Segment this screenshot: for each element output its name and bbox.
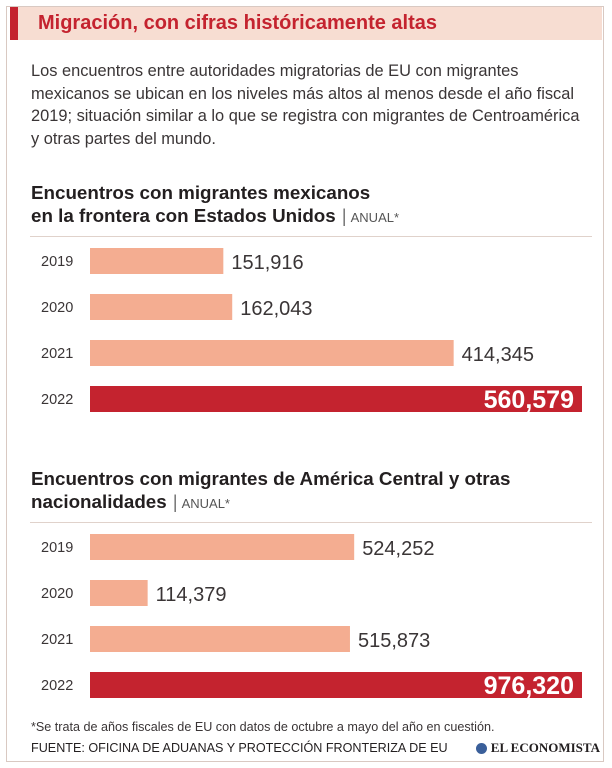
chart2-heading-line2: nacionalidades <box>31 491 167 512</box>
chart1-value-label-2019: 151,916 <box>231 252 303 274</box>
chart2-bar-chart: 2019 524,252 2020 114,379 2021 515,873 2022 976… <box>41 534 582 700</box>
chart2-year-label-2019: 2019 <box>41 540 73 556</box>
intro-paragraph: Los encuentros entre autoridades migrato… <box>31 62 580 148</box>
chart1-bar-2021 <box>90 340 454 366</box>
chart1-bar-2020 <box>90 294 233 320</box>
chart2-value-label-2021: 515,873 <box>358 630 430 652</box>
footnote: *Se trata de años fiscales de EU con dat… <box>31 720 495 734</box>
infographic-frame <box>6 6 604 762</box>
brand-logo: EL ECONOMISTA <box>475 740 600 756</box>
chart1-heading-line2: en la frontera con Estados Unidos <box>31 205 336 226</box>
brand-mark-icon <box>475 742 487 754</box>
chart1-bar-2019 <box>90 248 224 274</box>
chart2-bar-2022 <box>90 672 582 698</box>
chart1-year-label-2021: 2021 <box>41 346 73 362</box>
chart2-value-label-2019: 524,252 <box>362 538 434 560</box>
chart2-value-label-2020: 114,379 <box>156 584 227 606</box>
chart1-year-label-2022: 2022 <box>41 392 73 408</box>
chart2-year-label-2021: 2021 <box>41 632 73 648</box>
title-banner: Migración, con cifras históricamente alt… <box>10 7 602 40</box>
main-title: Migración, con cifras históricamente alt… <box>38 12 438 34</box>
chart1-heading: Encuentros con migrantes mexicanos en la… <box>31 181 591 229</box>
chart1-bar-chart: 2019 151,916 2020 162,043 2021 414,345 2022 560… <box>41 248 582 414</box>
chart2-bar-2021 <box>90 626 350 652</box>
chart1-value-label-2022: 560,579 <box>484 386 574 414</box>
chart2-year-label-2022: 2022 <box>41 678 73 694</box>
chart1-year-label-2020: 2020 <box>41 300 73 316</box>
chart2-heading-line1: Encuentros con migrantes de América Cent… <box>31 468 511 489</box>
brand-name: EL ECONOMISTA <box>490 740 600 755</box>
chart2-bar-2019 <box>90 534 355 560</box>
chart1-value-label-2021: 414,345 <box>462 344 534 366</box>
chart2-divider <box>30 522 592 523</box>
chart1-year-label-2019: 2019 <box>41 254 73 270</box>
chart2-year-label-2020: 2020 <box>41 586 73 602</box>
chart1-heading-line1: Encuentros con migrantes mexicanos <box>31 182 371 203</box>
source-note: FUENTE: OFICINA DE ADUANAS Y PROTECCIÓN … <box>31 741 448 755</box>
chart2-heading-line2-row: nacionalidades | ANUAL* <box>31 490 591 515</box>
chart2-value-label-2022: 976,320 <box>484 672 574 700</box>
chart1-divider <box>30 236 592 237</box>
chart1-value-label-2020: 162,043 <box>240 298 312 320</box>
chart1-heading-line2-row: en la frontera con Estados Unidos | ANUAL* <box>31 204 591 229</box>
chart2-unit-label: ANUAL* <box>181 496 230 511</box>
chart1-unit-label: ANUAL* <box>350 210 400 225</box>
chart1-heading-separator: | <box>341 205 347 226</box>
chart2-heading-separator: | <box>172 491 178 512</box>
chart2-bar-2020 <box>90 580 148 606</box>
chart1-bar-2022 <box>90 386 582 412</box>
chart2-heading: Encuentros con migrantes de América Cent… <box>31 467 591 515</box>
